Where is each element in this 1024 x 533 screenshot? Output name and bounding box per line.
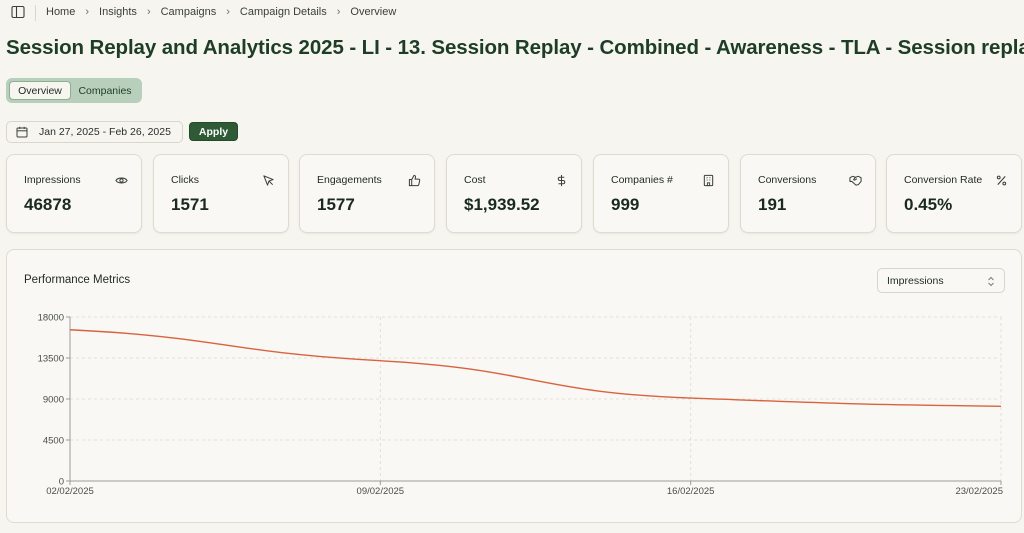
breadcrumb-campaign-details[interactable]: Campaign Details — [239, 6, 327, 18]
metric-value: 1577 — [317, 195, 355, 214]
building-icon — [703, 174, 714, 187]
chevron-right-icon: › — [226, 6, 230, 18]
metric-card-engagements: Engagements 1577 — [299, 154, 435, 233]
metric-label: Clicks — [171, 174, 199, 186]
metric-value: $1,939.52 — [464, 195, 540, 214]
chevron-up-down-icon — [988, 276, 994, 287]
metric-label: Conversion Rate — [904, 174, 983, 186]
y-tick-label: 9000 — [43, 395, 64, 406]
metric-select[interactable]: Impressions — [877, 268, 1005, 293]
x-tick-label: 09/02/2025 — [357, 486, 405, 497]
tab-list: Overview Companies — [6, 78, 142, 103]
metric-card-clicks: Clicks 1571 — [153, 154, 289, 233]
metric-card-impressions: Impressions 46878 — [6, 154, 142, 233]
chevron-right-icon: › — [85, 6, 90, 18]
breadcrumb-overview: Overview — [350, 6, 397, 18]
y-tick-label: 18000 — [38, 313, 64, 324]
metric-label: Cost — [464, 174, 486, 186]
tab-companies[interactable]: Companies — [78, 84, 132, 97]
metric-value: 191 — [758, 195, 787, 214]
metric-label: Conversions — [758, 174, 817, 186]
metric-card-conversion-rate: Conversion Rate 0.45% — [886, 154, 1022, 233]
metric-card-companies: Companies # 999 — [593, 154, 729, 233]
chart-title: Performance Metrics — [24, 274, 131, 286]
calendar-icon — [16, 126, 28, 138]
thumbs-up-icon — [408, 174, 421, 187]
metric-value: 999 — [611, 195, 640, 214]
eye-icon — [115, 177, 128, 184]
sidebar-toggle-icon[interactable] — [11, 5, 25, 19]
percent-icon — [996, 175, 1007, 186]
metric-label: Companies # — [611, 174, 673, 186]
metric-card-conversions: Conversions 191 — [740, 154, 876, 233]
apply-button[interactable]: Apply — [189, 122, 238, 141]
cursor-icon — [263, 175, 274, 186]
breadcrumb: Home › Insights › Campaigns › Campaign D… — [46, 6, 396, 18]
metric-label: Impressions — [24, 174, 81, 186]
chevron-right-icon: › — [146, 6, 151, 18]
metric-label: Engagements — [317, 174, 382, 186]
dollar-icon — [557, 174, 566, 187]
metric-value: 46878 — [24, 195, 72, 214]
tab-overview[interactable]: Overview — [9, 81, 71, 100]
line-chart: 18000 13500 9000 4500 002/02/2025 09/02/2025 1… — [38, 313, 1003, 498]
metric-value: 0.45% — [904, 195, 953, 214]
x-tick-label: 02/02/2025 — [46, 486, 94, 497]
series-line — [69, 329, 1002, 407]
breadcrumb-campaigns[interactable]: Campaigns — [160, 6, 217, 18]
x-tick-label: 23/02/2025 — [955, 486, 1003, 497]
y-tick-label: 4500 — [43, 436, 64, 447]
breadcrumb-insights[interactable]: Insights — [99, 6, 137, 18]
date-range-value: Jan 27, 2025 - Feb 26, 2025 — [39, 126, 171, 138]
metric-select-value: Impressions — [887, 274, 944, 287]
y-tick-label: 0 — [59, 477, 64, 488]
page-title: Session Replay and Analytics 2025 - LI -… — [6, 36, 1024, 59]
top-bar: Home › Insights › Campaigns › Campaign D… — [0, 0, 1024, 26]
metric-value: 1571 — [171, 195, 209, 214]
y-tick-label: 13500 — [38, 354, 64, 365]
handshake-icon — [849, 175, 862, 186]
chevron-right-icon: › — [336, 6, 341, 18]
performance-chart-panel: Performance Metrics Impressions 18000 135… — [6, 249, 1022, 523]
divider — [35, 5, 36, 21]
date-range-picker[interactable]: Jan 27, 2025 - Feb 26, 2025 — [6, 121, 183, 143]
x-tick-label: 16/02/2025 — [667, 486, 715, 497]
metric-card-cost: Cost $1,939.52 — [446, 154, 582, 233]
breadcrumb-home[interactable]: Home — [46, 6, 76, 18]
